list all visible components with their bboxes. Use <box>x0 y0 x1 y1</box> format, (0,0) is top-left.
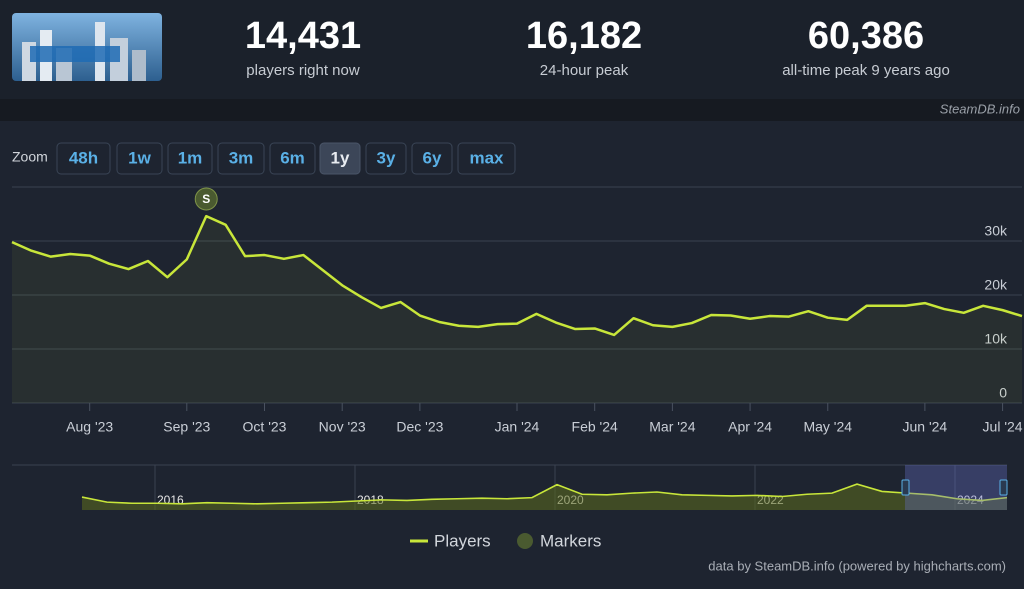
x-tick-label: Nov '23 <box>319 419 366 435</box>
x-tick-label: Dec '23 <box>396 419 443 435</box>
zoom-button-bg <box>411 142 453 175</box>
x-tick-label: Aug '23 <box>66 419 113 435</box>
y-tick-label: 10k <box>984 331 1008 347</box>
x-tick-label: Mar '24 <box>649 419 695 435</box>
navigator-selection[interactable] <box>905 465 1007 510</box>
zoom-button[interactable]: 3y <box>365 142 407 175</box>
zoom-button[interactable]: 3m <box>217 142 265 175</box>
stat-label: 24-hour peak <box>540 62 629 79</box>
series-line <box>11 214 1023 337</box>
x-tick-label: Oct '23 <box>243 419 287 435</box>
credits[interactable]: data by SteamDB.info (powered by highcha… <box>708 558 1006 573</box>
marker[interactable]: S <box>194 187 218 211</box>
series-area <box>12 216 1022 403</box>
zoom-button[interactable]: 48h <box>56 142 111 175</box>
stat-label: players right now <box>246 62 360 79</box>
y-tick-label: 0 <box>999 385 1007 401</box>
zoom-button-label: 1y <box>331 148 350 167</box>
zoom-button-bg <box>217 142 265 175</box>
zoom-button-label: 1w <box>128 148 151 167</box>
y-tick-label: 30k <box>984 223 1008 239</box>
zoom-button-bg <box>457 142 516 175</box>
zoom-button-label: 48h <box>69 148 98 167</box>
zoom-button[interactable]: 1m <box>167 142 213 175</box>
zoom-button-bg <box>56 142 111 175</box>
zoom-button-label: 3y <box>377 148 396 167</box>
zoom-button-label: max <box>469 148 504 167</box>
zoom-button[interactable]: 6y <box>411 142 453 175</box>
stat-value: 60,386 <box>808 15 924 57</box>
zoom-button[interactable]: max <box>457 142 516 175</box>
zoom-label: Zoom <box>12 149 48 165</box>
marker-text: S <box>202 192 210 206</box>
navigator-line <box>81 483 1008 505</box>
legend-text: Players <box>434 531 491 550</box>
marker-dot <box>194 187 218 211</box>
zoom-button-bg <box>365 142 407 175</box>
x-tick-label: Sep '23 <box>163 419 210 435</box>
zoom-button-bg <box>269 142 316 175</box>
stat-label: all-time peak 9 years ago <box>782 62 950 79</box>
x-tick-label: Apr '24 <box>728 419 772 435</box>
legend-swatch <box>517 533 533 549</box>
legend-item[interactable]: Players <box>410 531 491 550</box>
game-logo[interactable] <box>12 13 162 81</box>
legend-item[interactable]: Markers <box>517 531 601 550</box>
zoom-button-label: 1m <box>178 148 203 167</box>
x-tick-label: Jul '24 <box>983 419 1023 435</box>
navigator-area <box>82 484 1007 510</box>
navigator-handle[interactable] <box>901 479 910 496</box>
x-tick-label: Feb '24 <box>572 419 618 435</box>
header-bg <box>0 0 1024 99</box>
source-label[interactable]: SteamDB.info <box>940 101 1020 116</box>
y-tick-label: 20k <box>984 277 1008 293</box>
zoom-button-label: 6y <box>423 148 442 167</box>
stat-value: 14,431 <box>245 15 361 57</box>
source-strip <box>0 99 1024 121</box>
x-tick-label: Jan '24 <box>495 419 540 435</box>
zoom-button-label: 6m <box>280 148 305 167</box>
zoom-button-bg <box>167 142 213 175</box>
zoom-button[interactable]: 1w <box>116 142 163 175</box>
x-tick-label: Jun '24 <box>903 419 948 435</box>
x-tick-label: May '24 <box>803 419 852 435</box>
zoom-button-label: 3m <box>229 148 254 167</box>
navigator-handle[interactable] <box>999 479 1008 496</box>
zoom-button[interactable]: 6m <box>269 142 316 175</box>
legend-text: Markers <box>540 531 601 550</box>
stat-value: 16,182 <box>526 15 642 57</box>
zoom-button-bg <box>319 142 361 175</box>
zoom-button-bg <box>116 142 163 175</box>
zoom-button[interactable]: 1y <box>319 142 361 175</box>
